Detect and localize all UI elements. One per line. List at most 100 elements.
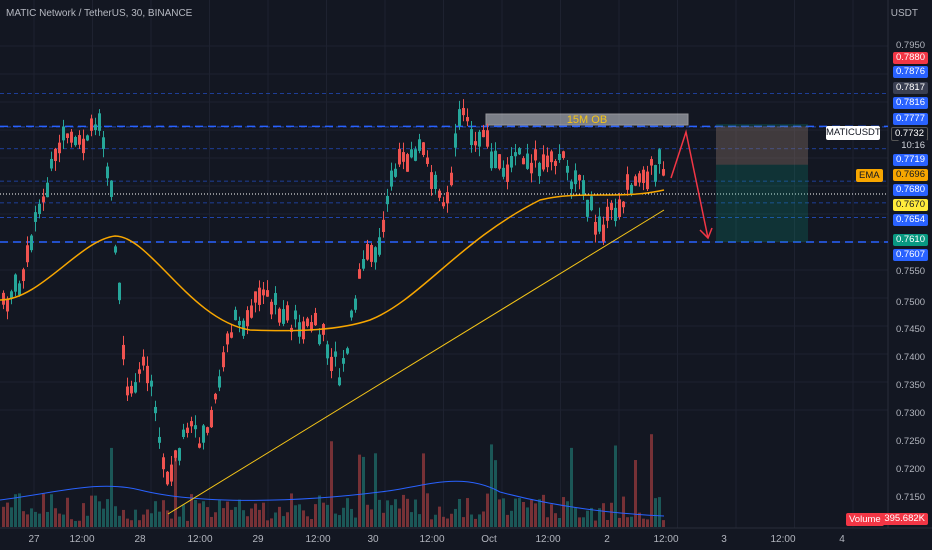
candle-body (94, 124, 97, 131)
volume-bar (14, 494, 17, 527)
price-label: 0.7670 (892, 199, 928, 211)
price-tick: 0.7500 (896, 297, 926, 308)
volume-bar (42, 493, 45, 527)
candle-body (86, 135, 89, 141)
volume-bar (514, 498, 517, 527)
candle-body (398, 148, 401, 165)
candle-body (130, 385, 133, 394)
volume-bar (62, 514, 65, 527)
price-axis-unit: USDT (890, 8, 918, 19)
candle-body (258, 287, 261, 305)
volume-bar (18, 493, 21, 527)
volume-bar (370, 509, 373, 527)
candle-body (310, 322, 313, 331)
candle-body (530, 162, 533, 174)
price-label: 0.7680 (892, 184, 928, 196)
candle-body (58, 142, 61, 154)
volume-bar (482, 511, 485, 527)
volume-bar (506, 514, 509, 527)
volume-bar (226, 501, 229, 527)
price-label: 0.7654 (892, 214, 928, 226)
volume-bar (642, 518, 645, 527)
volume-bar (282, 516, 285, 527)
candle-body (54, 148, 57, 162)
volume-bar (358, 454, 361, 527)
candle-body (190, 421, 193, 427)
current-price-tag: MATICUSDT (826, 126, 881, 140)
time-tick: 12:00 (535, 534, 561, 545)
volume-bar (102, 508, 105, 527)
candle-body (450, 172, 453, 186)
volume-bar (582, 517, 585, 527)
candle-body (378, 237, 381, 255)
volume-bar (10, 507, 13, 527)
volume-bar (314, 504, 317, 527)
volume-bar (58, 513, 61, 527)
candle-body (334, 351, 337, 357)
time-tick: 12:00 (305, 534, 331, 545)
volume-bar (658, 497, 661, 527)
candle-body (262, 289, 265, 296)
candle-body (586, 199, 589, 217)
candle-body (462, 107, 465, 116)
candle-body (550, 151, 553, 163)
candle-body (326, 344, 329, 359)
volume-bar (562, 497, 565, 527)
volume-bar (574, 507, 577, 527)
volume-bar (250, 508, 253, 527)
volume-bar (614, 445, 617, 527)
volume-bar (246, 516, 249, 527)
volume-bar (402, 494, 405, 527)
candle-body (646, 171, 649, 190)
candle-body (638, 173, 641, 183)
volume-bar (286, 512, 289, 527)
volume-bar (142, 514, 145, 527)
candle-body (438, 190, 441, 198)
volume-bar (474, 518, 477, 527)
time-tick: 12:00 (187, 534, 213, 545)
volume-bar (586, 510, 589, 527)
candle-body (418, 139, 421, 151)
volume-bar (210, 516, 213, 527)
candle-body (522, 158, 525, 165)
candle-body (78, 135, 81, 145)
volume-bar (602, 503, 605, 527)
volume-bar (330, 441, 333, 527)
volume-bar (382, 512, 385, 527)
candle-body (74, 136, 77, 146)
price-label: 0.7876 (892, 66, 928, 78)
volume-bar (70, 519, 73, 527)
candle-body (118, 282, 121, 301)
candle-body (218, 376, 221, 388)
volume-bar (494, 460, 497, 527)
volume-bar (198, 503, 201, 527)
volume-bar (354, 517, 357, 527)
volume-bar (630, 516, 633, 527)
candle-body (370, 245, 373, 262)
candle-body (578, 174, 581, 181)
volume-bar (510, 510, 513, 527)
current-symbol: MATICUSDT (826, 127, 881, 138)
candle-body (214, 393, 217, 400)
candle-body (250, 305, 253, 318)
volume-bar (38, 513, 41, 527)
candle-body (30, 235, 33, 251)
candle-body (474, 141, 477, 146)
volume-bar (386, 500, 389, 527)
candle-body (198, 443, 201, 448)
volume-bar (106, 499, 109, 527)
candle-body (286, 305, 289, 321)
candle-body (318, 334, 321, 345)
candle-body (182, 429, 185, 437)
volume-bar (242, 510, 245, 527)
volume-bar (114, 506, 117, 527)
bar-countdown: 10:16 (898, 140, 928, 152)
candle-body (90, 118, 93, 131)
candle-body (602, 224, 605, 242)
candle-body (50, 158, 53, 169)
candle-body (458, 109, 461, 127)
volume-bar (274, 512, 277, 527)
candle-body (510, 156, 513, 168)
